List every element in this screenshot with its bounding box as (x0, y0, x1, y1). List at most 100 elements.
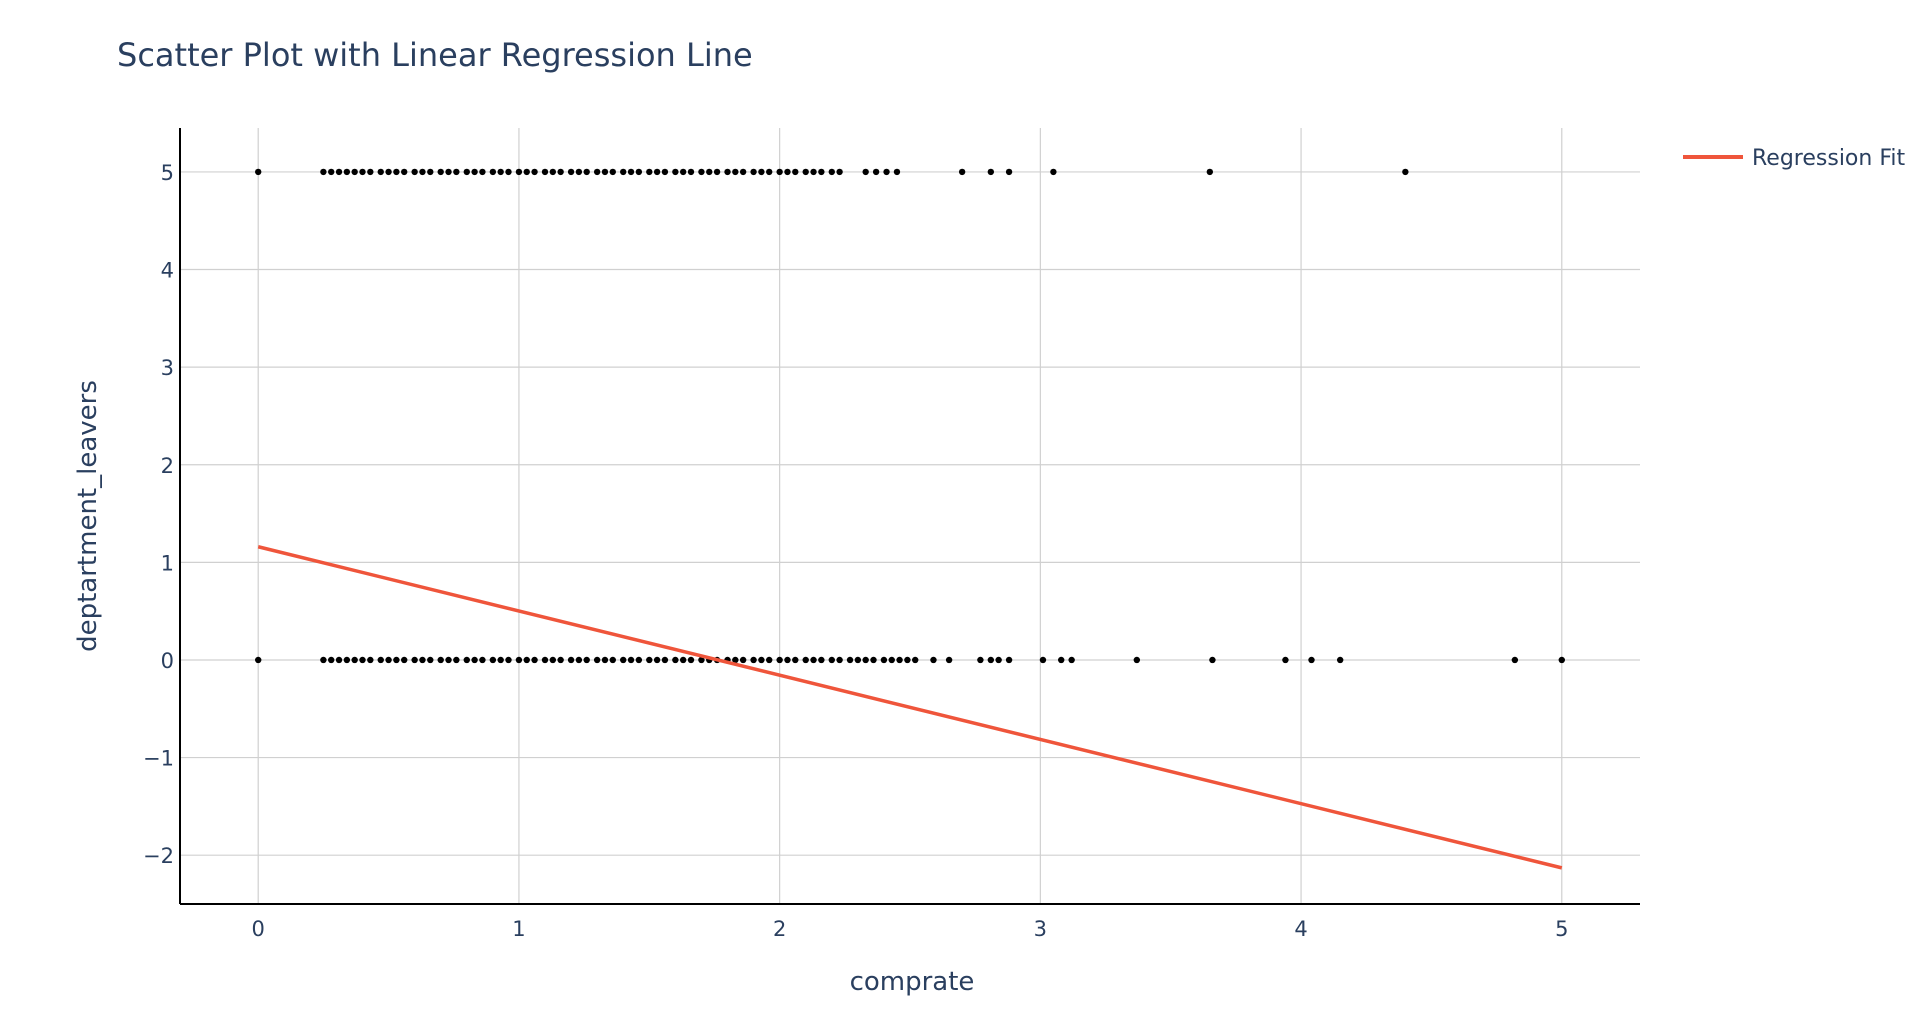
scatter-point (1282, 656, 1289, 664)
tick-labels: 0 1 2 3 4 5 −2 −1 0 1 2 3 4 5 (143, 161, 1568, 941)
scatter-point (463, 656, 470, 664)
scatter-point (255, 656, 262, 664)
scatter-point (713, 168, 721, 176)
y-tick-label: 4 (161, 259, 174, 283)
scatter-point (792, 656, 799, 664)
scatter-point (427, 168, 434, 176)
scatter-point (758, 656, 765, 664)
scatter-point (541, 656, 549, 664)
axes (179, 128, 1640, 905)
y-tick-label: 0 (161, 649, 174, 673)
scatter-point (776, 168, 783, 176)
scatter-point (531, 656, 538, 664)
x-tick-label: 5 (1555, 917, 1568, 941)
scatter-point (810, 656, 817, 664)
scatter-point (601, 168, 609, 176)
scatter-point (593, 168, 601, 176)
x-tick-label: 0 (252, 917, 265, 941)
scatter-point (646, 168, 653, 176)
scatter-point (698, 168, 705, 176)
scatter-point (1005, 168, 1013, 176)
scatter-point (776, 656, 783, 664)
scatter-point (437, 656, 444, 664)
scatter-point (635, 168, 643, 176)
scatter-point (557, 656, 564, 664)
scatter-point (828, 168, 835, 176)
x-tick-label: 3 (1034, 917, 1047, 941)
scatter-point (679, 656, 687, 664)
scatter-point (977, 656, 984, 664)
scatter-point (912, 656, 919, 664)
scatter-point (343, 656, 351, 664)
scatter-point (872, 168, 880, 176)
scatter-point (862, 168, 869, 176)
scatter-point (471, 656, 478, 664)
scatter-point (620, 168, 627, 176)
scatter-point (945, 656, 953, 664)
scatter-point (802, 656, 809, 664)
y-tick-label: 3 (161, 356, 174, 380)
scatter-point (846, 656, 854, 664)
scatter-point (359, 656, 366, 664)
scatter-point (1068, 656, 1075, 664)
scatter-point (583, 168, 590, 176)
legend[interactable]: Regression Fit (1683, 146, 1905, 171)
scatter-point (601, 656, 609, 664)
scatter-point (557, 168, 564, 176)
scatter-point (575, 168, 583, 176)
legend-label-regression-fit: Regression Fit (1752, 146, 1905, 171)
scatter-point (836, 168, 843, 176)
scatter-point (523, 656, 530, 664)
scatter-point (320, 168, 327, 176)
scatter-point (784, 168, 791, 176)
scatter-point (335, 168, 343, 176)
scatter-point (706, 168, 713, 176)
scatter-point (445, 168, 452, 176)
scatter-point (784, 656, 791, 664)
scatter-point (620, 656, 627, 664)
x-axis-title: comprate (850, 967, 975, 997)
x-tick-label: 2 (773, 917, 786, 941)
scatter-point (862, 656, 869, 664)
scatter-point (810, 168, 817, 176)
scatter-point (463, 168, 470, 176)
x-tick-label: 4 (1294, 917, 1307, 941)
scatter-point (766, 168, 773, 176)
scatter-point (609, 656, 616, 664)
scatter-point (351, 656, 358, 664)
y-axis-title: deptartment_leavers (73, 380, 103, 652)
scatter-point (575, 656, 583, 664)
scatter-point (377, 168, 384, 176)
scatter-point (687, 656, 695, 664)
scatter-point (367, 168, 374, 176)
grid-lines (180, 128, 1640, 904)
scatter-point (724, 168, 731, 176)
scatter-point (750, 656, 757, 664)
scatter-point (549, 168, 557, 176)
scatter-points (255, 168, 1565, 664)
scatter-point (854, 656, 862, 664)
scatter-point (411, 168, 418, 176)
scatter-point (489, 656, 497, 664)
scatter-point (987, 168, 995, 176)
scatter-point (453, 168, 460, 176)
scatter-point (515, 656, 523, 664)
scatter-point (453, 656, 460, 664)
scatter-point (549, 656, 557, 664)
scatter-point (883, 168, 890, 176)
scatter-point (1050, 168, 1057, 176)
scatter-point (328, 656, 335, 664)
scatter-point (411, 656, 418, 664)
scatter-point (635, 656, 643, 664)
scatter-point (531, 168, 538, 176)
scatter-point (836, 656, 843, 664)
scatter-point (609, 168, 616, 176)
scatter-point (320, 656, 327, 664)
scatter-point (497, 656, 504, 664)
y-tick-label: −1 (143, 747, 174, 771)
y-tick-label: 1 (161, 551, 174, 575)
scatter-point (995, 656, 1002, 664)
scatter-point (802, 168, 809, 176)
